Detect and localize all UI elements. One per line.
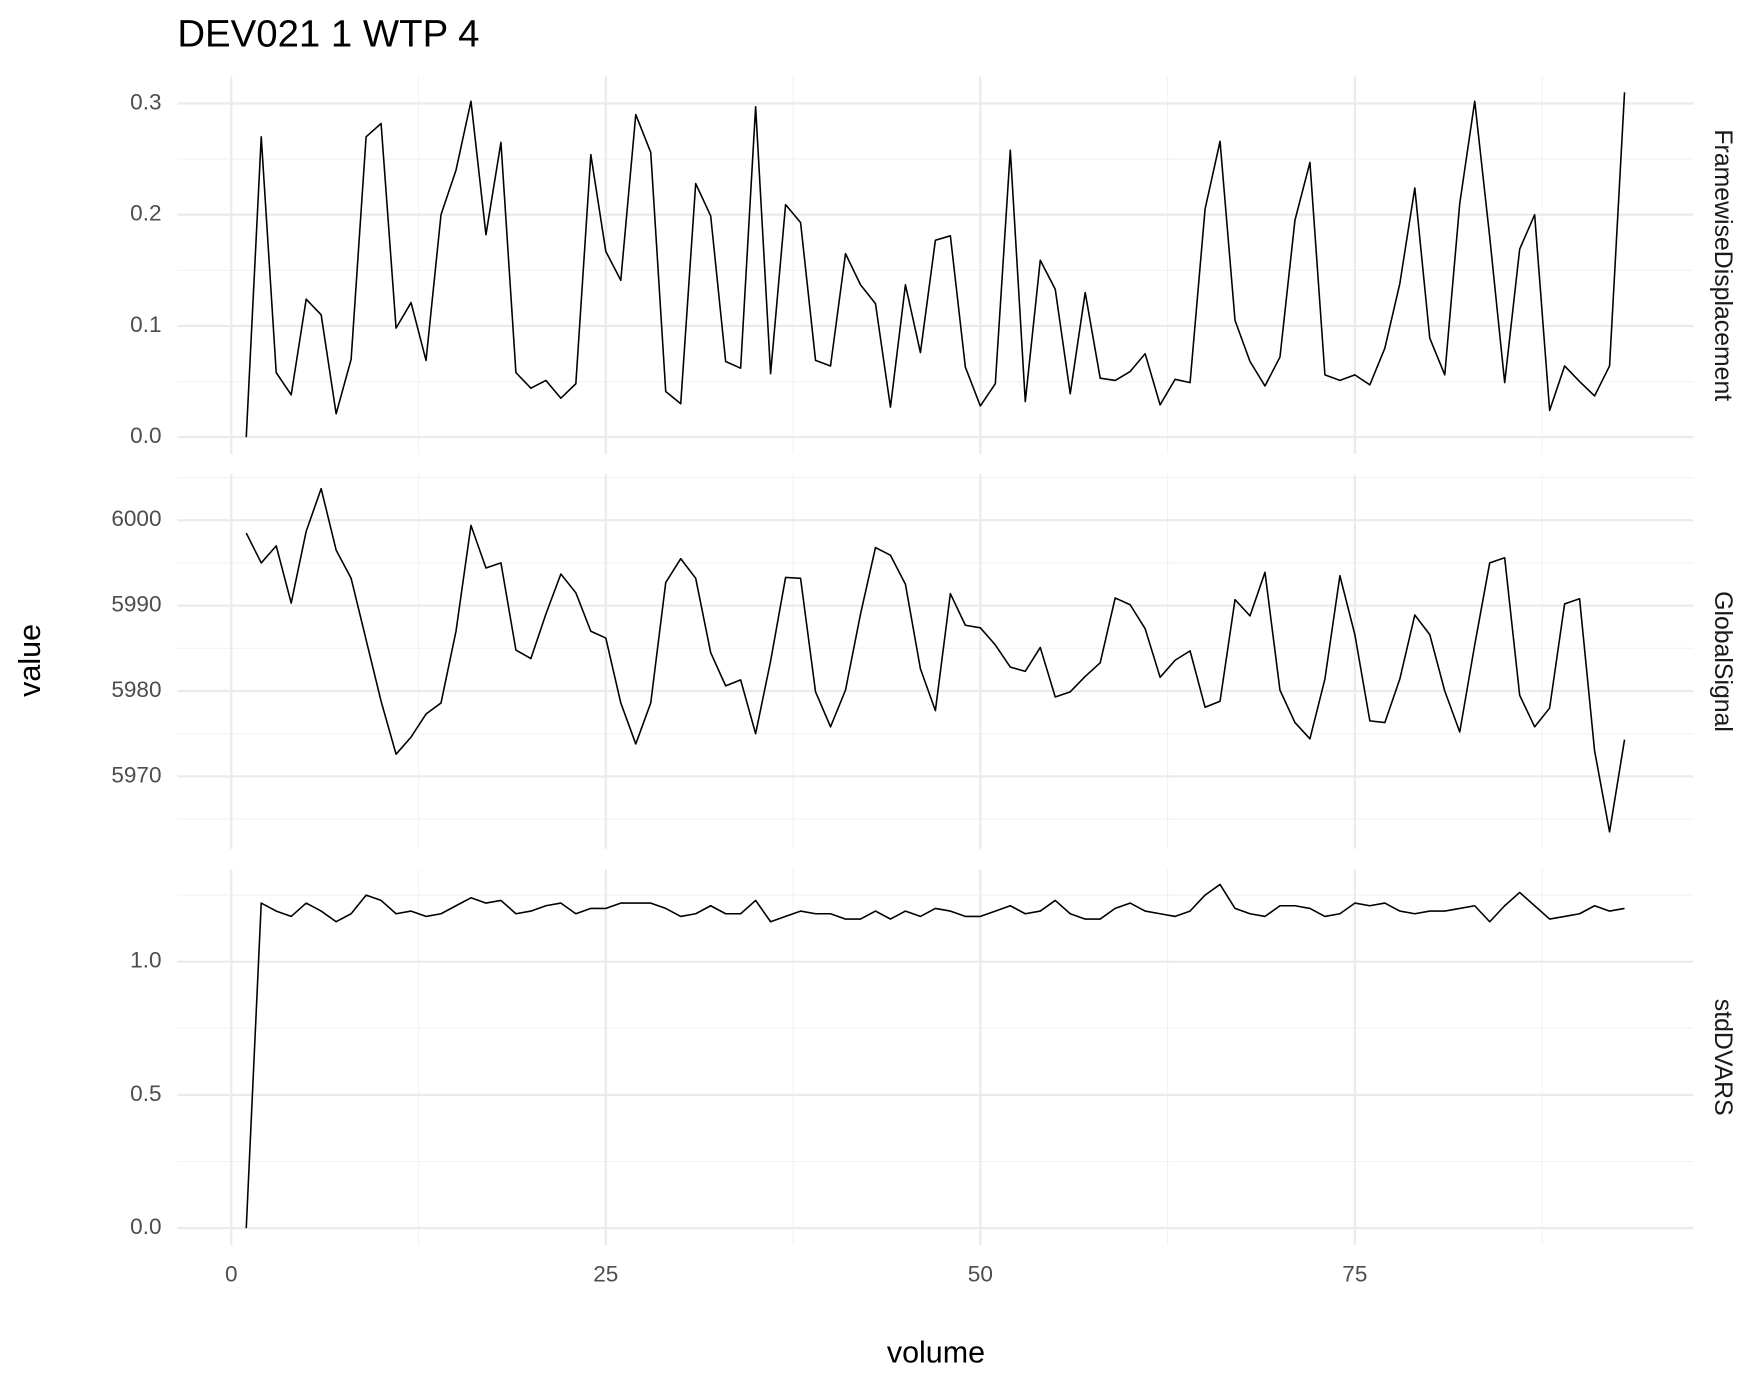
facet-label: FramewiseDisplacement [1709, 129, 1736, 401]
x-axis-label: volume [887, 1336, 985, 1370]
y-axis-label: value [13, 624, 47, 697]
y-tick-label: 1.0 [130, 948, 161, 973]
chart-title: DEV021 1 WTP 4 [177, 12, 479, 55]
data-line [245, 487, 1626, 833]
y-tick-label: 5990 [111, 592, 161, 617]
y-tick-label: 0.3 [130, 89, 161, 114]
y-tick-label: 0.2 [130, 201, 161, 226]
x-tick-label: 75 [1342, 1262, 1367, 1287]
data-line [245, 92, 1626, 438]
data-line [245, 883, 1625, 1229]
y-tick-label: 0.5 [130, 1081, 161, 1106]
y-tick-label: 0.0 [130, 1214, 161, 1239]
x-tick-label: 25 [593, 1262, 618, 1287]
facet-label: stdDVARS [1709, 999, 1736, 1116]
y-tick-label: 5980 [111, 677, 161, 702]
facet-label: GlobalSignal [1709, 591, 1736, 732]
y-tick-label: 0.0 [130, 423, 161, 448]
y-tick-label: 6000 [111, 506, 161, 531]
y-tick-label: 5970 [111, 762, 161, 787]
y-tick-label: 0.1 [130, 312, 161, 337]
x-tick-label: 50 [968, 1262, 993, 1287]
x-tick-label: 0 [225, 1262, 238, 1287]
